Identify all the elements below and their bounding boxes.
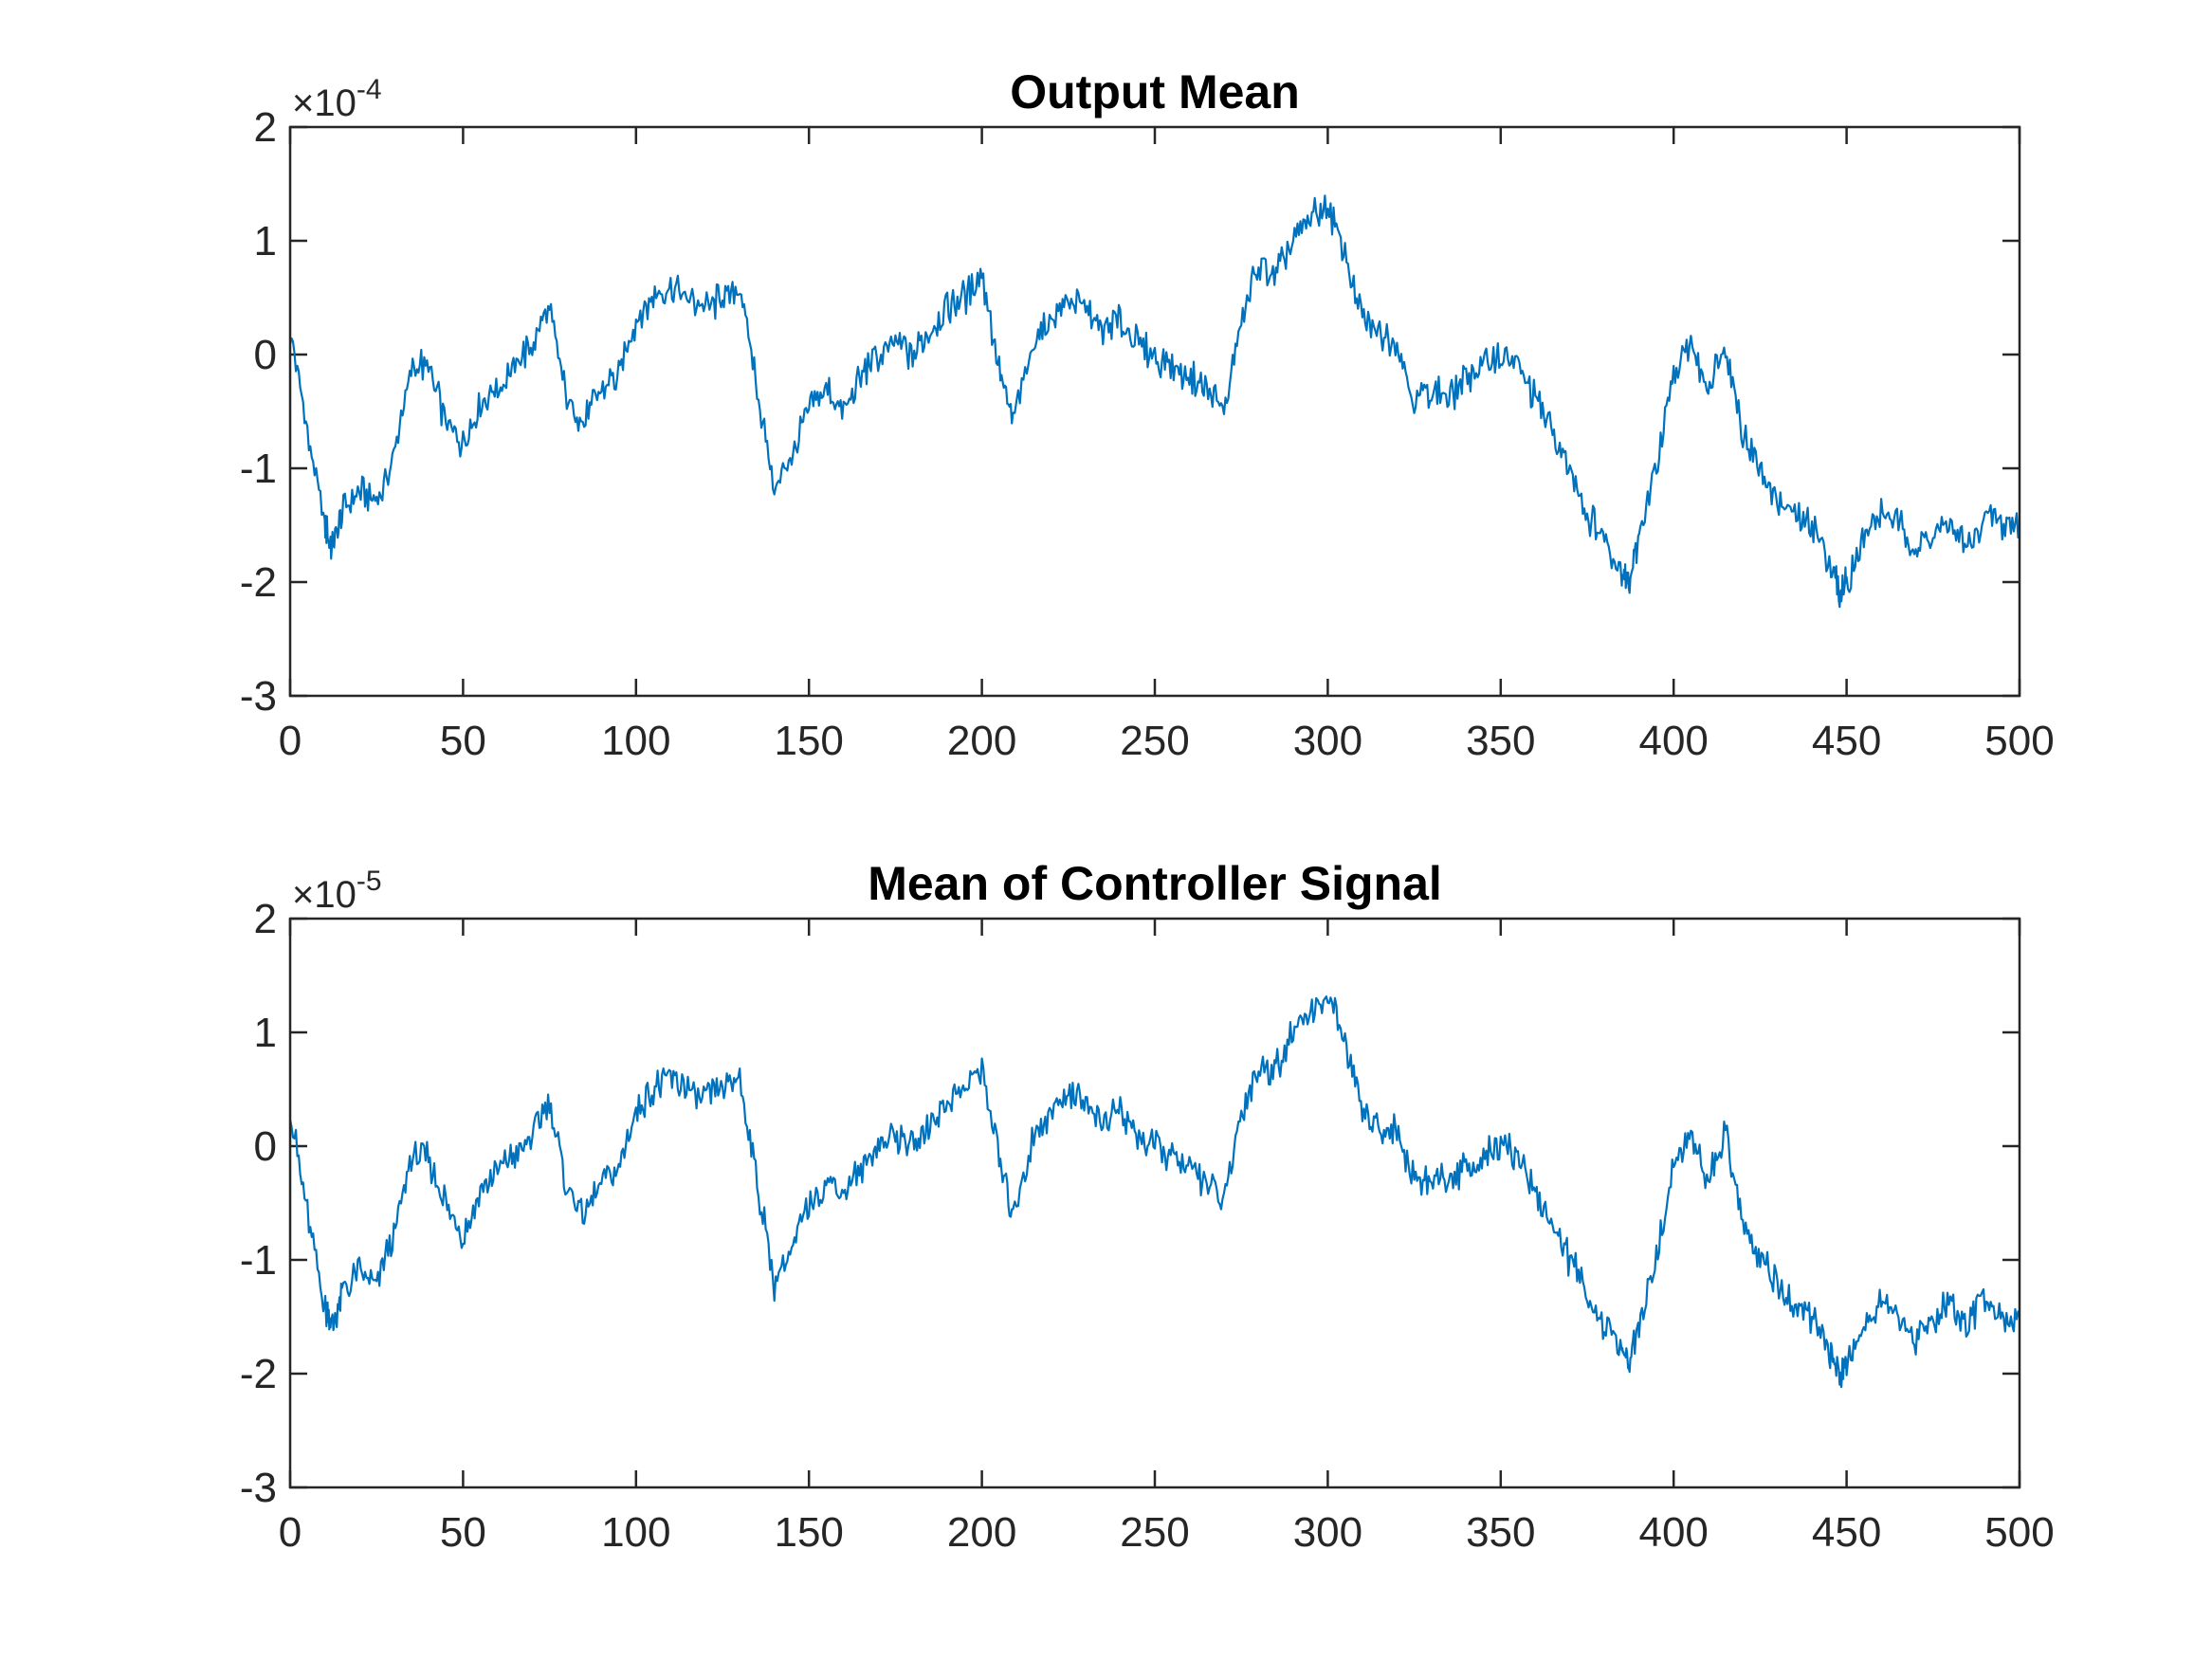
plot-layer	[288, 995, 2021, 1389]
x-tick-label: 450	[1812, 718, 1881, 764]
y-tick-label: 1	[254, 218, 277, 264]
y-exponent-base: ×10	[292, 874, 356, 916]
x-tick-label: 150	[774, 718, 843, 764]
series-line	[288, 194, 2021, 609]
x-tick-label: 200	[947, 718, 1016, 764]
y-tick-label: 2	[254, 896, 277, 942]
chart-title: Mean of Controller Signal	[868, 857, 1442, 910]
axes-box	[288, 917, 2021, 1489]
plot-layer	[288, 194, 2021, 609]
x-tick-label: 300	[1293, 718, 1362, 764]
y-tick-label: 0	[254, 332, 277, 378]
x-tick-label: 350	[1466, 718, 1535, 764]
y-exponent-power: -4	[356, 74, 382, 105]
y-exponent-base: ×10	[292, 82, 356, 124]
y-tick-label: 2	[254, 104, 277, 151]
y-exponent-label: ×10-5	[292, 866, 382, 916]
y-tick-label: 1	[254, 1010, 277, 1056]
x-tick-label: 150	[774, 1509, 843, 1556]
x-tick-label: 0	[279, 718, 302, 764]
tick-layer: 0 50 100 150 200 250 300 350 400 450 500 2 1 0 -1 -2 -3	[240, 896, 2055, 1556]
y-tick-label: -2	[240, 559, 277, 606]
y-tick-label: -3	[240, 1465, 277, 1511]
x-tick-label: 250	[1120, 718, 1189, 764]
x-tick-label: 250	[1120, 1509, 1189, 1556]
x-tick-label: 50	[440, 1509, 486, 1556]
x-tick-label: 300	[1293, 1509, 1362, 1556]
x-tick-label: 450	[1812, 1509, 1881, 1556]
y-tick-label: -3	[240, 673, 277, 720]
x-tick-label: 50	[440, 718, 486, 764]
tick-layer: 0 50 100 150 200 250 300 350 400 450 500 2 1 0 -1 -2 -3	[240, 104, 2055, 764]
subplot-controller-signal: Mean of Controller Signal ×10-5 0 50 100 15…	[240, 857, 2055, 1556]
x-tick-label: 100	[601, 1509, 670, 1556]
subplot-output-mean: Output Mean ×10-4 0 50 100 150 200 250 300 350 4…	[240, 65, 2055, 764]
series-line	[288, 995, 2021, 1389]
y-tick-label: 0	[254, 1123, 277, 1170]
x-tick-label: 400	[1638, 1509, 1708, 1556]
y-exponent-label: ×10-4	[292, 74, 382, 124]
y-tick-label: -1	[240, 446, 277, 492]
y-tick-label: -2	[240, 1351, 277, 1397]
chart-title: Output Mean	[1010, 65, 1300, 118]
x-tick-label: 500	[1984, 718, 2054, 764]
y-exponent-power: -5	[356, 866, 382, 897]
x-tick-label: 500	[1984, 1509, 2054, 1556]
x-tick-label: 200	[947, 1509, 1016, 1556]
axes-box	[288, 125, 2021, 698]
x-tick-label: 400	[1638, 718, 1708, 764]
x-tick-label: 100	[601, 718, 670, 764]
x-tick-label: 350	[1466, 1509, 1535, 1556]
x-tick-label: 0	[279, 1509, 302, 1556]
y-tick-label: -1	[240, 1237, 277, 1284]
